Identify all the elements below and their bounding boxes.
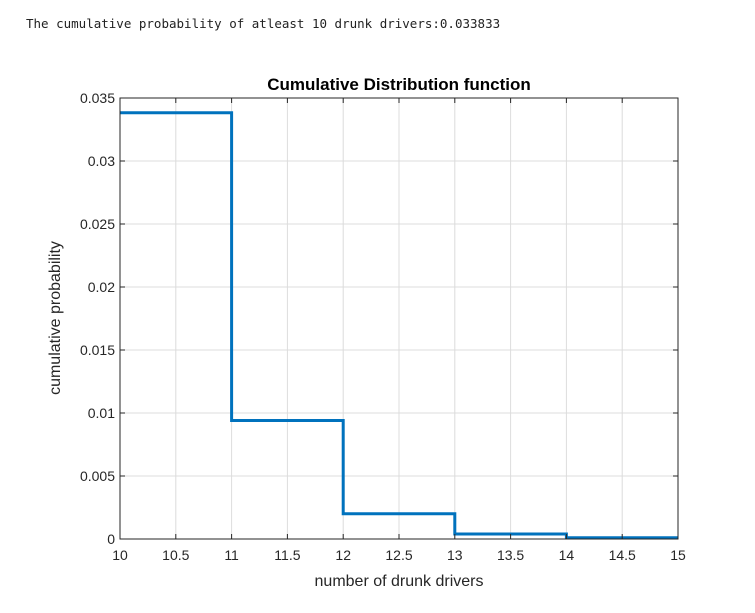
- console-output-line: The cumulative probability of atleast 10…: [26, 16, 501, 31]
- grid-lines: [119, 97, 679, 540]
- y-tick-label: 0.035: [80, 90, 115, 106]
- axis-ticks: 10 10.5 11 11.5 12 12.5 13 13.5 14 14.5 15 0 0.005 0.…: [80, 90, 686, 563]
- x-tick-label: 10: [112, 547, 128, 563]
- x-tick-label: 10.5: [162, 547, 189, 563]
- x-tick-label: 14.5: [609, 547, 636, 563]
- y-tick-label: 0.005: [80, 468, 115, 484]
- y-tick-label: 0.02: [88, 279, 115, 295]
- x-tick-label: 13: [447, 547, 463, 563]
- x-tick-label: 12: [335, 547, 351, 563]
- x-axis-label: number of drunk drivers: [315, 573, 484, 590]
- y-tick-label: 0.025: [80, 216, 115, 232]
- x-tick-label: 15: [670, 547, 686, 563]
- y-tick-label: 0.01: [88, 405, 115, 421]
- x-tick-label: 13.5: [497, 547, 524, 563]
- y-axis-label: cumulative probability: [47, 241, 64, 395]
- x-tick-label: 14: [559, 547, 575, 563]
- chart-title: Cumulative Distribution function: [267, 75, 531, 94]
- y-tick-label: 0.03: [88, 153, 115, 169]
- y-tick-label: 0: [107, 531, 115, 547]
- x-tick-label: 11.5: [274, 547, 300, 563]
- x-tick-label: 11: [224, 547, 239, 563]
- x-tick-label: 12.5: [385, 547, 412, 563]
- y-tick-label: 0.015: [80, 342, 115, 358]
